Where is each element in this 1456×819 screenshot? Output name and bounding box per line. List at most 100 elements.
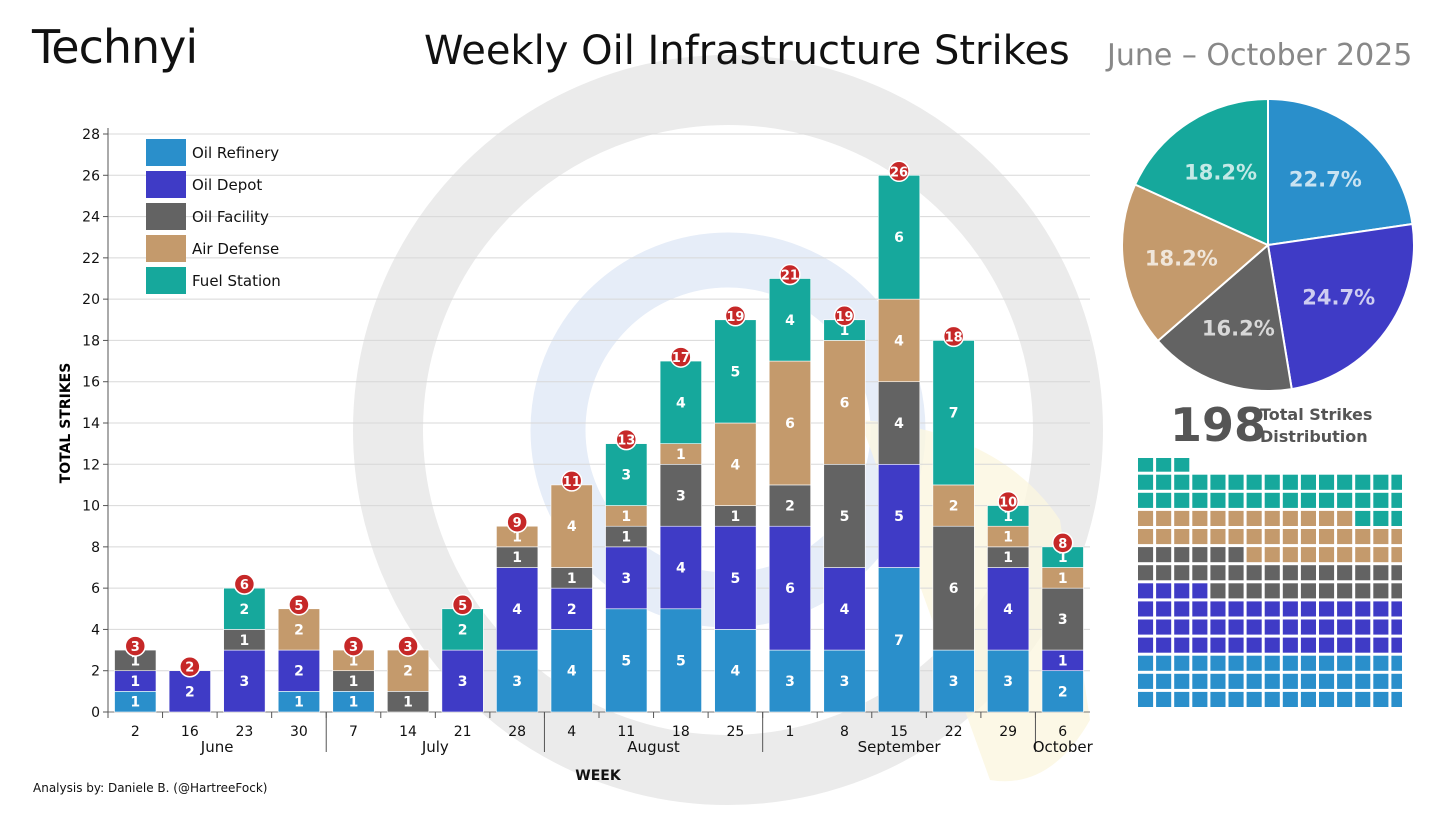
bar-segment-oil_depot (223, 649, 266, 713)
waffle-cell-oil_depot (1174, 637, 1190, 653)
waffle-cell-oil_depot (1264, 637, 1280, 653)
waffle-cell-oil_depot (1138, 601, 1154, 617)
waffle-cell-oil_facility (1264, 565, 1280, 581)
segment-value-label: 2 (949, 499, 959, 515)
pie-slice-label: 16.2% (1202, 316, 1275, 340)
waffle-cell-oil_facility (1228, 583, 1244, 599)
waffle-cell-oil_depot (1210, 619, 1226, 635)
bar-segment-fuel_station (932, 340, 975, 486)
total-badge-label: 21 (781, 269, 799, 284)
segment-value-label: 1 (512, 530, 522, 546)
waffle-cell-air_defense (1300, 529, 1316, 545)
x-tick-label: 30 (290, 724, 308, 740)
bar-segment-air_defense (768, 360, 811, 486)
waffle-cell-oil_refinery (1391, 673, 1402, 689)
waffle-cell-oil_facility (1355, 583, 1371, 599)
waffle-cell-oil_depot (1192, 601, 1208, 617)
waffle-cell-fuel_station (1210, 474, 1226, 490)
waffle-cell-fuel_station (1373, 510, 1389, 526)
segment-value-label: 3 (512, 674, 522, 690)
waffle-cell-fuel_station (1282, 474, 1298, 490)
waffle-cell-oil_refinery (1337, 655, 1353, 671)
pie-chart: 22.7% 24.7% 16.2% 18.2% 18.2% (1121, 97, 1415, 392)
waffle-cell-fuel_station (1192, 492, 1208, 508)
x-axis-label: WEEK (575, 768, 622, 784)
bar-segment-oil_refinery (714, 629, 757, 713)
segment-value-label: 1 (403, 695, 413, 711)
waffle-cell-air_defense (1138, 529, 1154, 545)
pie-slice-oil_depot (1266, 222, 1415, 391)
waffle-cell-oil_depot (1300, 601, 1316, 617)
waffle-cell-oil_facility (1391, 565, 1402, 581)
bar-segment-air_defense (387, 649, 430, 692)
waffle-cell-air_defense (1192, 510, 1208, 526)
waffle-cell-fuel_station (1391, 492, 1402, 508)
bar-segment-air_defense (878, 298, 921, 383)
y-tick-label: 14 (82, 416, 100, 432)
waffle-cell-oil_depot (1282, 601, 1298, 617)
segment-value-label: 6 (894, 230, 904, 246)
x-tick-label: 7 (349, 724, 358, 740)
x-tick-label: 28 (508, 724, 526, 740)
total-badge-label: 3 (404, 640, 413, 655)
waffle-cell-air_defense (1156, 510, 1172, 526)
waffle-cell-fuel_station (1228, 492, 1244, 508)
waffle-cell-oil_refinery (1319, 691, 1335, 707)
waffle-cell-fuel_station (1138, 492, 1154, 508)
bar-segment-oil_depot (277, 649, 320, 692)
total-label-line2: Distribution (1260, 427, 1368, 446)
waffle-cell-fuel_station (1391, 510, 1402, 526)
waffle-cell-fuel_station (1210, 492, 1226, 508)
x-tick-label: 6 (1058, 724, 1067, 740)
segment-value-label: 2 (294, 622, 304, 638)
segment-value-label: 5 (621, 653, 631, 669)
total-badge-label: 2 (185, 661, 194, 676)
x-tick-label: 25 (726, 724, 744, 740)
waffle-cell-fuel_station (1355, 492, 1371, 508)
waffle-cell-oil_depot (1210, 637, 1226, 653)
bar-segment-fuel_station (768, 278, 811, 362)
waffle-cell-oil_refinery (1156, 673, 1172, 689)
waffle-cell-air_defense (1138, 510, 1154, 526)
x-tick-label: 21 (454, 724, 472, 740)
waffle-cell-air_defense (1156, 529, 1172, 545)
total-badge-label: 8 (1058, 537, 1067, 552)
waffle-cell-air_defense (1337, 529, 1353, 545)
segment-value-label: 6 (785, 581, 795, 597)
segment-value-label: 3 (1003, 674, 1013, 690)
waffle-cell-oil_refinery (1174, 691, 1190, 707)
waffle-cell-oil_depot (1228, 601, 1244, 617)
waffle-cell-oil_facility (1156, 547, 1172, 563)
x-tick-label: 18 (672, 724, 690, 740)
waffle-cell-oil_facility (1138, 547, 1154, 563)
y-tick-label: 28 (82, 127, 100, 143)
bar-segment-oil_depot (605, 546, 648, 610)
legend-label: Oil Refinery (192, 144, 279, 162)
waffle-cell-oil_facility (1355, 565, 1371, 581)
waffle-cell-fuel_station (1174, 458, 1190, 472)
segment-value-label: 6 (840, 395, 850, 411)
segment-value-label: 2 (403, 664, 413, 680)
waffle-cell-oil_facility (1300, 565, 1316, 581)
waffle-cell-fuel_station (1300, 474, 1316, 490)
waffle-cell-air_defense (1264, 547, 1280, 563)
total-strikes-label: Total Strikes Distribution (1260, 404, 1372, 448)
waffle-cell-fuel_station (1337, 492, 1353, 508)
y-axis-label: TOTAL STRIKES (58, 363, 74, 484)
waffle-cell-air_defense (1282, 547, 1298, 563)
waffle-cell-fuel_station (1156, 458, 1172, 472)
brand-logo: Technyi (32, 20, 198, 74)
segment-value-label: 5 (731, 364, 741, 380)
segment-value-label: 4 (1003, 602, 1013, 618)
pie-slice-air_defense (1121, 183, 1270, 343)
segment-value-label: 4 (567, 519, 577, 535)
total-badge (506, 511, 528, 533)
waffle-cell-oil_refinery (1282, 673, 1298, 689)
legend-swatch-oil_depot (146, 171, 186, 198)
waffle-chart (1138, 458, 1402, 707)
waffle-cell-oil_facility (1373, 565, 1389, 581)
total-badge-label: 3 (131, 640, 140, 655)
y-tick-label: 12 (82, 457, 100, 473)
segment-value-label: 3 (676, 488, 686, 504)
segment-value-label: 1 (240, 633, 250, 649)
